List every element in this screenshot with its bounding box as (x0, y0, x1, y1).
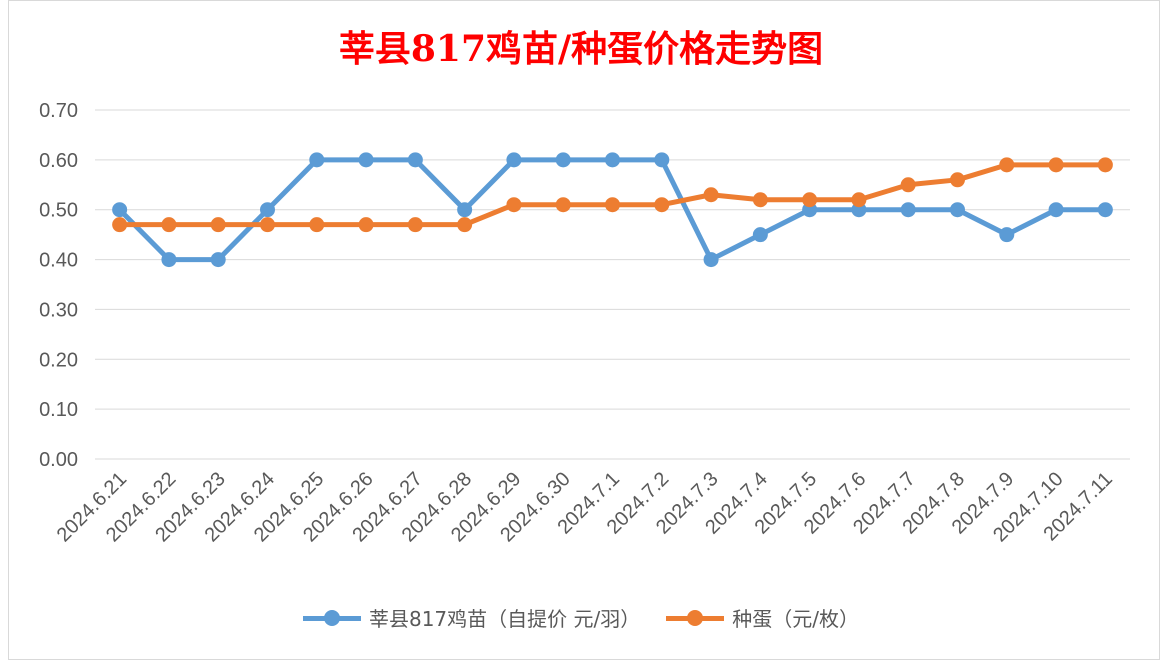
x-axis-ticks: 2024.6.212024.6.222024.6.232024.6.242024… (53, 468, 1117, 546)
data-point (950, 202, 965, 218)
data-point (703, 187, 719, 203)
data-point (999, 157, 1015, 173)
data-point (900, 202, 916, 218)
y-tick-label: 0.20 (39, 349, 78, 371)
data-point (260, 217, 275, 233)
data-point (802, 192, 818, 208)
chart-title: 莘县817鸡苗/种蛋价格走势图 (338, 28, 824, 70)
legend: 莘县817鸡苗（自提价 元/羽） 种蛋（元/枚） (0, 603, 1162, 632)
series-1 (112, 157, 1113, 233)
legend-swatch-chick (302, 609, 361, 626)
data-point (457, 217, 473, 233)
y-tick-label: 0.30 (39, 299, 78, 321)
data-point (210, 252, 226, 268)
data-point (309, 217, 325, 233)
data-point (407, 152, 423, 168)
data-point (457, 202, 473, 218)
data-point (654, 197, 670, 213)
data-point (506, 197, 522, 213)
data-point (555, 152, 571, 168)
data-point (112, 217, 128, 233)
legend-item-chick: 莘县817鸡苗（自提价 元/羽） (302, 603, 641, 632)
data-point (1097, 202, 1113, 218)
data-point (1097, 157, 1113, 173)
data-point (605, 152, 620, 168)
y-tick-label: 0.00 (39, 449, 78, 471)
data-point (900, 177, 916, 193)
data-point (851, 192, 867, 208)
data-point (752, 227, 768, 243)
data-point (161, 217, 177, 233)
data-point (506, 152, 522, 168)
data-point (260, 202, 275, 218)
data-point (407, 217, 423, 233)
data-point (555, 197, 571, 213)
data-point (161, 252, 177, 268)
data-point (950, 172, 965, 188)
y-tick-label: 0.50 (39, 200, 78, 222)
legend-label-chick: 莘县817鸡苗（自提价 元/羽） (368, 607, 641, 631)
legend-label-egg: 种蛋（元/枚） (732, 607, 860, 631)
y-tick-label: 0.60 (39, 150, 78, 172)
data-point (309, 152, 325, 168)
y-tick-label: 0.70 (39, 100, 78, 122)
data-point (605, 197, 620, 213)
data-point (1048, 157, 1064, 173)
data-point (358, 152, 374, 168)
legend-item-egg: 种蛋（元/枚） (666, 603, 859, 632)
data-point (210, 217, 226, 233)
y-tick-label: 0.40 (39, 250, 78, 272)
y-axis-ticks: 0.00 0.10 0.20 0.30 0.40 0.50 0.60 0.70 (39, 100, 78, 471)
data-point (358, 217, 374, 233)
series-group (112, 152, 1113, 268)
legend-swatch-egg (666, 609, 725, 626)
data-point (112, 202, 128, 218)
data-point (752, 192, 768, 208)
y-tick-label: 0.10 (39, 399, 78, 421)
data-point (1048, 202, 1064, 218)
data-point (999, 227, 1015, 243)
data-point (703, 252, 719, 268)
data-point (654, 152, 670, 168)
